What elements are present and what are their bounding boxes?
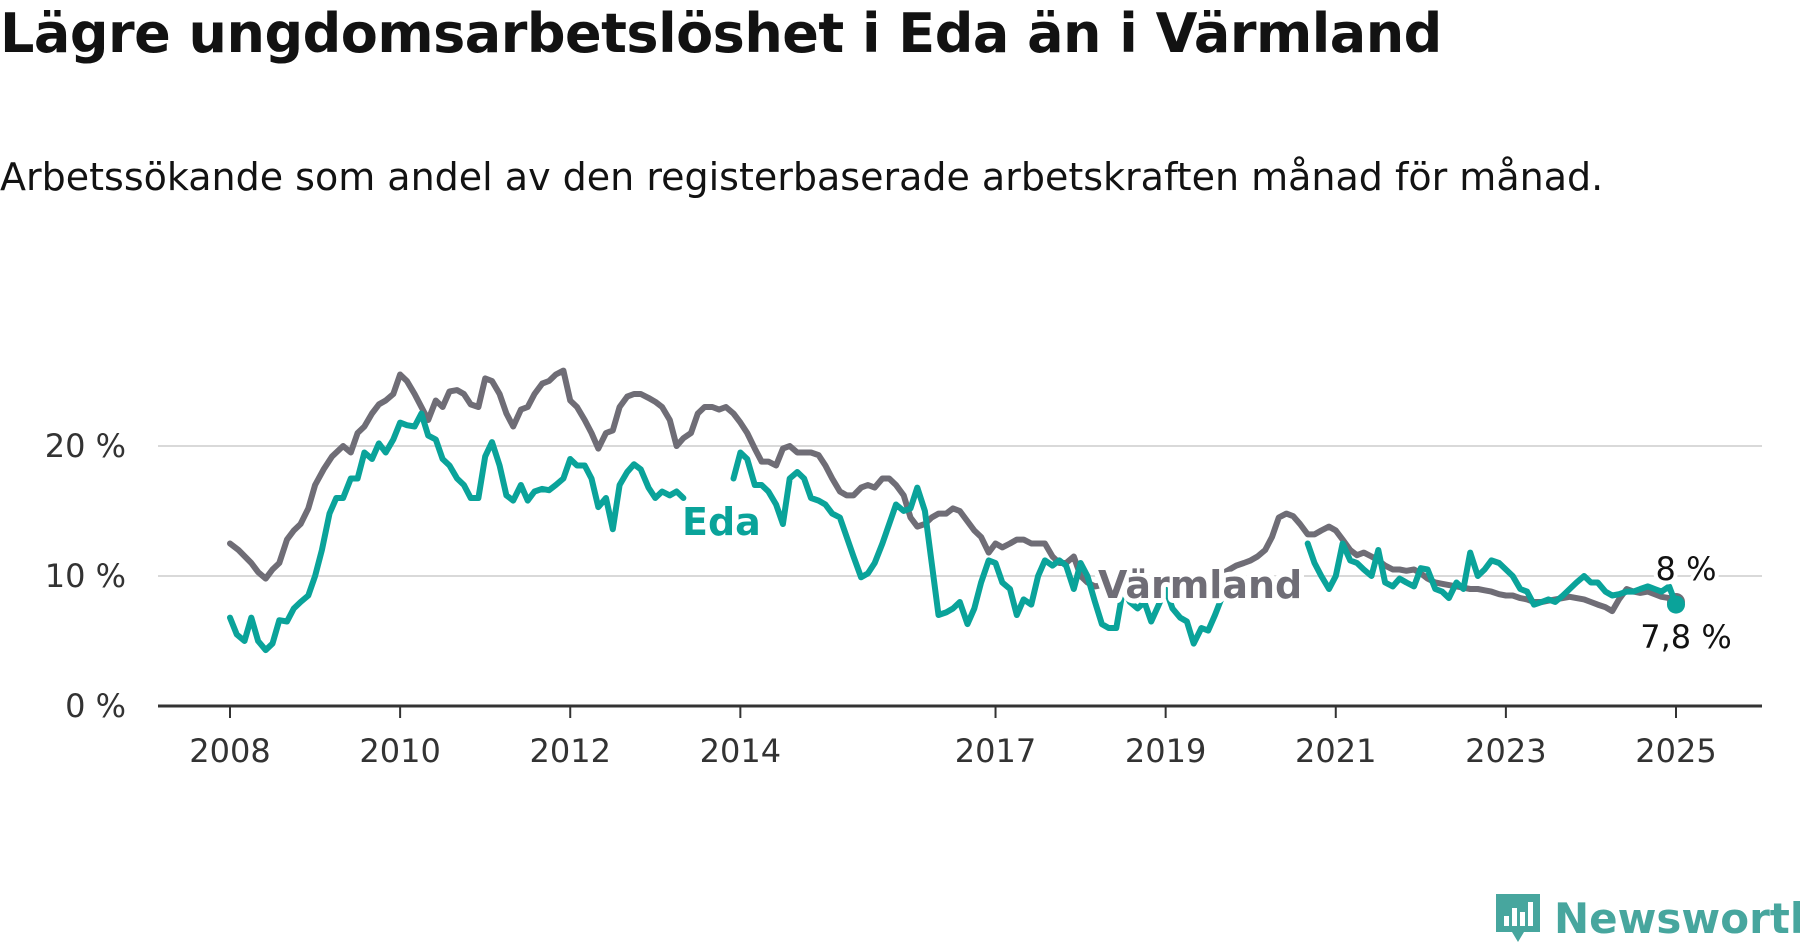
x-tick-label: 2023 bbox=[1465, 732, 1546, 770]
series-line-värmland bbox=[227, 367, 1679, 615]
series-lines bbox=[227, 367, 1685, 654]
series-labels: Eda Värmland 8 % 7,8 % bbox=[677, 495, 1736, 660]
x-tick-label: 2019 bbox=[1125, 732, 1206, 770]
x-tick-label: 2014 bbox=[700, 732, 781, 770]
chart-title: Lägre ungdomsarbetslöshet i Eda än i Vär… bbox=[0, 2, 1442, 65]
y-tick-label: 20 % bbox=[45, 427, 126, 465]
newsworthy-logo[interactable]: Newsworthy bbox=[1494, 892, 1800, 944]
series-label-eda: Eda bbox=[682, 500, 761, 544]
x-axis: 2008 2010 2012 2014 2017 2019 2021 2023 2025 bbox=[158, 704, 1762, 770]
chart-subtitle: Arbetssökande som andel av den registerb… bbox=[0, 155, 1604, 199]
x-tick-label: 2010 bbox=[359, 732, 440, 770]
series-line-eda bbox=[227, 410, 1679, 654]
newsworthy-logo-icon bbox=[1494, 892, 1542, 944]
x-tick-label: 2008 bbox=[189, 732, 270, 770]
x-tick-label: 2017 bbox=[955, 732, 1036, 770]
end-label-varmland: 8 % bbox=[1656, 550, 1717, 588]
y-tick-label: 0 % bbox=[65, 687, 126, 725]
gridlines bbox=[158, 445, 1762, 577]
x-tick-label: 2021 bbox=[1295, 732, 1376, 770]
series-label-varmland: Värmland bbox=[1098, 563, 1302, 607]
end-label-eda: 7,8 % bbox=[1640, 618, 1731, 656]
newsworthy-logo-text: Newsworthy bbox=[1554, 893, 1800, 943]
y-tick-label: 10 % bbox=[45, 557, 126, 595]
end-dot-eda bbox=[1667, 595, 1685, 614]
x-tick-label: 2012 bbox=[530, 732, 611, 770]
y-axis-ticks: 0 % 10 % 20 % bbox=[45, 427, 126, 725]
x-tick-label: 2025 bbox=[1635, 732, 1716, 770]
